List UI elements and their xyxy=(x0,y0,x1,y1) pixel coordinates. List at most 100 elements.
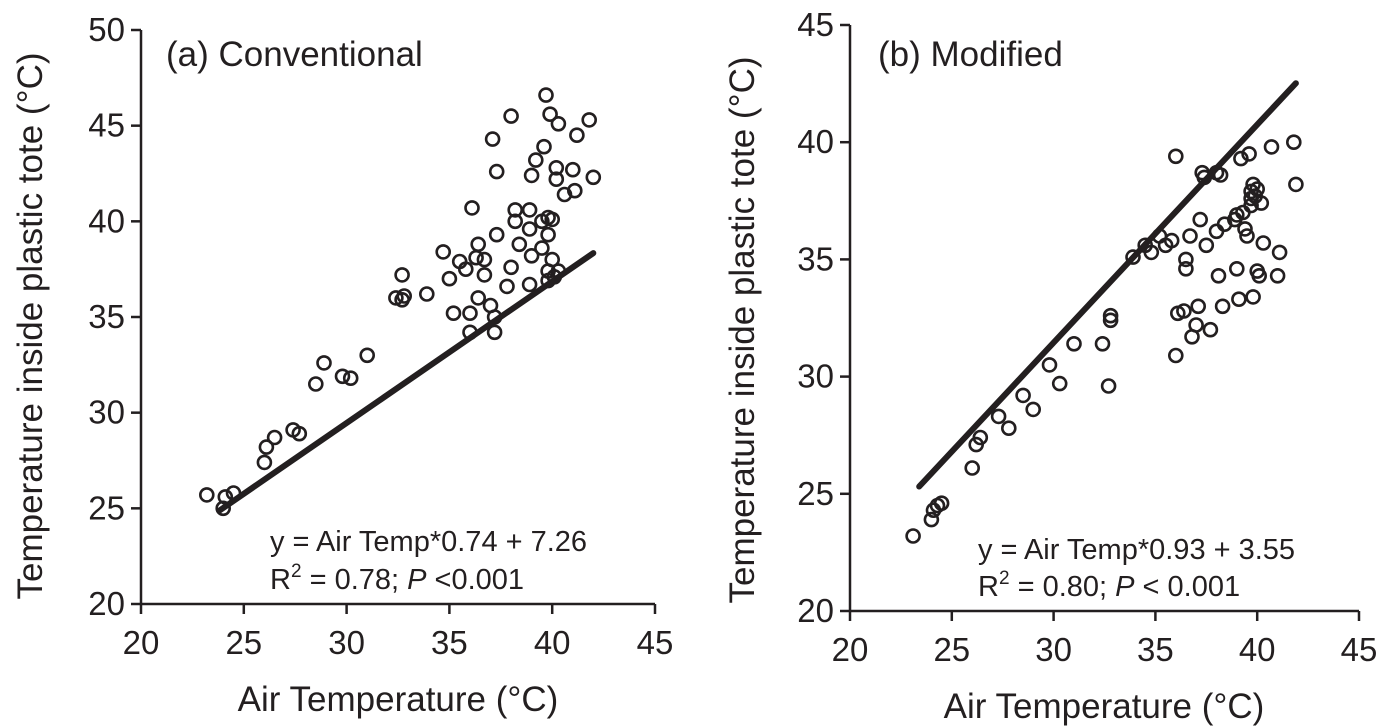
panel-a-data-point xyxy=(534,240,550,256)
panel-b-data-point xyxy=(1210,267,1227,284)
panel-b-data-point xyxy=(1202,321,1219,338)
panel-a-data-point xyxy=(462,305,478,322)
panel-a-data-point xyxy=(476,251,493,268)
panel-b-data-point xyxy=(1237,221,1253,237)
panel-b-r2-prefix: R xyxy=(978,571,999,603)
panel-b-data-point xyxy=(1231,291,1247,308)
panel-b-data-point xyxy=(1125,249,1141,265)
panel-b-data-point xyxy=(1163,232,1180,249)
panel-b-data-point xyxy=(1000,420,1017,437)
panel-a-data-point xyxy=(507,202,524,218)
panel-b-data-point xyxy=(1100,378,1117,394)
panel-b-data-point xyxy=(1263,139,1280,155)
panel-b-y-tick-label: 45 xyxy=(797,6,834,43)
panel-a-data-point xyxy=(488,163,505,180)
panel-b-data-point xyxy=(1066,335,1082,352)
panel-a-data-point xyxy=(523,167,540,184)
panel-b-x-tick-label: 20 xyxy=(832,631,869,668)
panel-a-data-point xyxy=(435,244,452,260)
panel-a-data-point xyxy=(464,200,480,216)
panel-b-p-label: P xyxy=(1115,571,1135,603)
panel-b-regression-stats: R2 = 0.80; P < 0.001 xyxy=(978,568,1240,603)
panel-a-data-point xyxy=(548,171,565,187)
panel-a-data-point xyxy=(445,305,462,322)
panel-a-data-point xyxy=(548,160,565,176)
panel-a-data-point xyxy=(266,429,283,446)
panel-b-data-point xyxy=(1243,197,1259,214)
panel-b-y-tick-label: 35 xyxy=(797,240,834,277)
panel-b-data-point xyxy=(905,528,921,544)
panel-b-data-point xyxy=(1245,289,1261,305)
panel-b-data-point xyxy=(1182,228,1198,244)
panel-a-data-point xyxy=(470,290,487,306)
panel-b-data-point xyxy=(1178,260,1194,277)
panel-a-y-tick-label: 50 xyxy=(88,11,125,48)
panel-a-data-point xyxy=(523,248,540,264)
panel-a-data-point xyxy=(511,236,528,253)
panel-a-data-point xyxy=(521,276,538,293)
panel-a-x-tick-label: 45 xyxy=(637,624,674,661)
panel-a-data-point xyxy=(359,347,376,364)
panel-a-data-point xyxy=(538,87,554,103)
panel-a-data-point xyxy=(484,131,501,147)
panel-a-y-axis-title: Temperature inside plastic tote (°C) xyxy=(11,53,50,600)
panel-b-y-tick-label: 20 xyxy=(797,592,834,629)
panel-b-x-tick-label: 25 xyxy=(933,631,970,668)
panel-b-trend-line xyxy=(916,80,1299,490)
panel-a-data-point xyxy=(585,169,602,186)
panel-a-trend-line xyxy=(216,250,597,514)
panel-b-regression-equation: y = Air Temp*0.93 + 3.55 xyxy=(978,534,1295,566)
panel-a-data-point xyxy=(536,138,552,155)
panel-b-data-point xyxy=(1178,251,1194,268)
panel-b-data-point xyxy=(1271,244,1288,261)
panel-b-data-point xyxy=(1198,237,1215,254)
panel-b-data-point xyxy=(1025,401,1041,418)
panel-b-y-tick-label: 40 xyxy=(797,123,834,160)
panel-b-data-point xyxy=(1208,223,1225,240)
panel-b-x-tick-label: 35 xyxy=(1137,631,1174,668)
panel-a-data-point xyxy=(581,112,598,128)
panel-a-data-point xyxy=(316,355,332,371)
panel-a-data-point xyxy=(564,161,581,178)
panel-b-data-point xyxy=(1253,195,1270,211)
panel-a-data-point xyxy=(307,376,324,392)
panel-a-data-point xyxy=(258,439,275,455)
panel-b-data-point xyxy=(1051,375,1068,392)
panel-b-p-value: < 0.001 xyxy=(1134,571,1240,603)
panel-b-data-point xyxy=(1190,298,1206,315)
panel-a-data-point xyxy=(503,259,519,276)
panel-a-data-point xyxy=(394,267,410,283)
panel-a-data-point xyxy=(566,182,583,199)
panel-b-data-point xyxy=(972,429,989,446)
panel-a-data-point xyxy=(256,454,273,471)
panel-a-data-point xyxy=(199,487,215,503)
panel-b-modified: Temperature inside plastic tote (°C) Air… xyxy=(723,6,1377,726)
panel-b-data-point xyxy=(1241,146,1257,162)
panel-b-data-point xyxy=(1192,211,1208,228)
panel-b-y-axis-title: Temperature inside plastic tote (°C) xyxy=(723,57,762,604)
panel-a-y-tick-label: 20 xyxy=(88,585,125,622)
panel-a-y-tick-label: 35 xyxy=(88,298,125,335)
panel-b-label: (b) Modified xyxy=(878,35,1063,74)
panel-b-x-tick-label: 40 xyxy=(1239,631,1276,668)
panel-a-data-point xyxy=(503,108,519,124)
panel-a-data-point xyxy=(291,425,308,442)
panel-b-data-point xyxy=(1015,387,1031,404)
panel-b-data-point xyxy=(1229,260,1245,277)
panel-a-x-tick-label: 30 xyxy=(328,624,365,661)
panel-b-data-point xyxy=(1094,335,1111,352)
panel-a-data-point xyxy=(521,221,538,237)
panel-b-data-point xyxy=(1239,228,1255,244)
panel-a-data-point xyxy=(499,278,515,295)
panel-a-data-point xyxy=(342,370,359,387)
panel-a-data-point xyxy=(544,251,561,268)
panel-b-data-point xyxy=(1249,181,1265,197)
panel-a-data-point xyxy=(527,152,544,168)
panel-b-y-tick-label: 30 xyxy=(797,358,834,395)
panel-b-data-point xyxy=(1233,150,1249,167)
panel-a-data-point xyxy=(550,116,567,132)
panel-a-data-point xyxy=(542,106,558,122)
panel-a-data-point xyxy=(457,261,474,278)
panel-b-r2-superscript: 2 xyxy=(999,568,1010,589)
